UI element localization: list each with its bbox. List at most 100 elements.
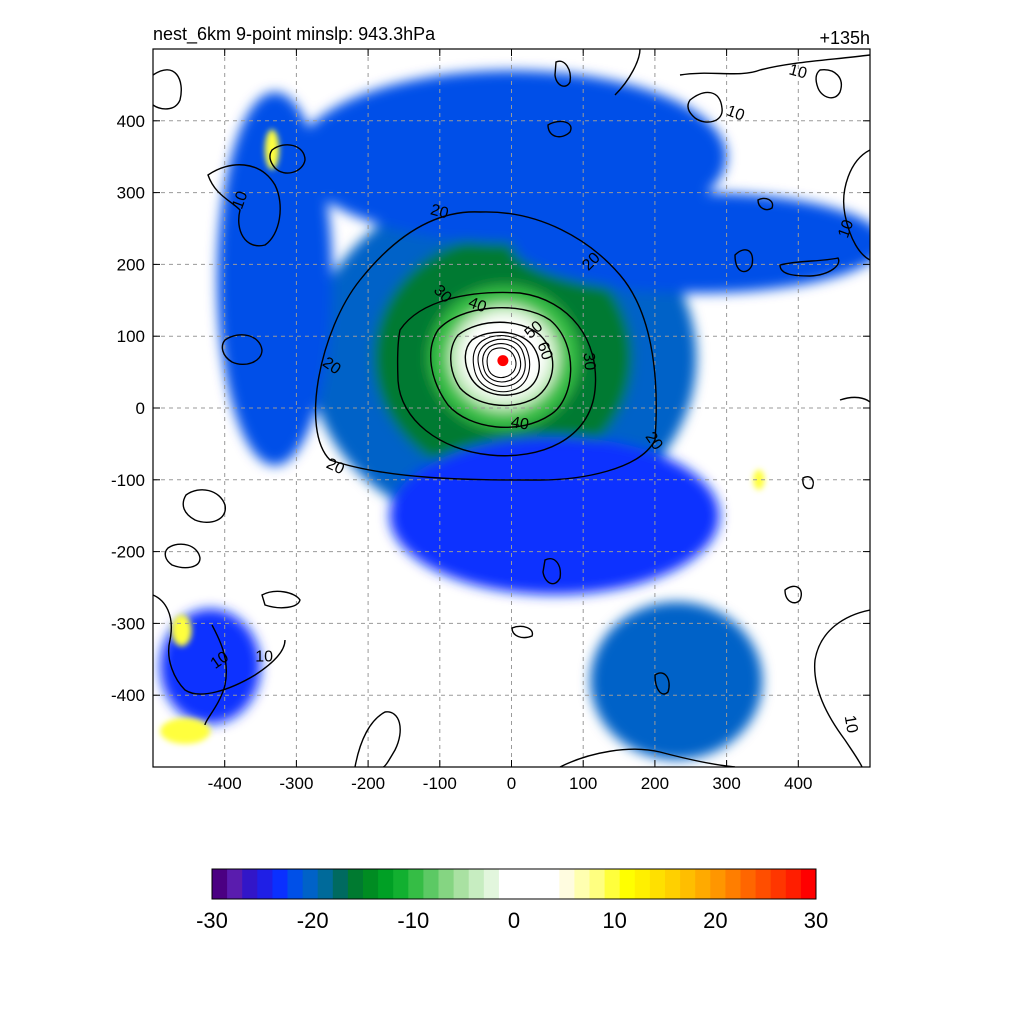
contour-10-w4 xyxy=(261,590,301,609)
colorbar-swatch xyxy=(423,869,439,899)
positive-patch-2 xyxy=(160,718,211,745)
contour-10-nw2 xyxy=(269,144,306,174)
x-tick-label: -400 xyxy=(208,774,242,793)
contour-label-text: 10 xyxy=(229,189,251,212)
colorbar-swatch xyxy=(740,869,757,899)
colorbar-swatch xyxy=(680,869,696,899)
axes: -400 -300 -200 -100 0 100 200 300 40040030020010… xyxy=(111,49,870,793)
contour-label-text: 10 xyxy=(787,61,809,82)
contour-label-14: 40 xyxy=(466,294,489,316)
contour-label-3: 10 xyxy=(835,218,857,241)
shading-patch-8 xyxy=(590,601,763,760)
contour-10-e2 xyxy=(734,249,754,273)
eyewall-ring-2 xyxy=(482,343,522,383)
contour-10-ne xyxy=(679,54,870,76)
contour-30 xyxy=(396,291,597,457)
colorbar-swatch xyxy=(332,869,349,899)
contour-label-text: 20 xyxy=(429,201,451,222)
contour-label-text: 10 xyxy=(724,103,747,125)
y-tick-label: 200 xyxy=(117,255,145,274)
y-tick-label: 100 xyxy=(117,327,145,346)
y-tick-label: -400 xyxy=(111,686,145,705)
contour-label-text: 20 xyxy=(324,455,347,478)
eyewall-contours xyxy=(472,335,531,393)
colorbar-swatch xyxy=(498,869,515,899)
colorbar-tick-label: 20 xyxy=(703,908,727,933)
contour-label-text: 10 xyxy=(255,649,273,666)
contour-10-s2 xyxy=(511,625,534,639)
contour-60 xyxy=(464,331,540,396)
colorbar-swatch xyxy=(257,869,273,899)
contour-10-e3 xyxy=(779,257,840,277)
shading-patch-7 xyxy=(217,92,333,466)
contour-lines xyxy=(153,49,870,767)
contour-label-text: 10 xyxy=(835,218,857,241)
contour-10-top2 xyxy=(554,60,572,87)
colorbar-swatch xyxy=(800,869,817,899)
contour-10-e4 xyxy=(757,197,774,211)
contour-label-11: 20 xyxy=(324,455,347,478)
colorbar-tick-labels: -30 -20 -10 0 10 20 30 xyxy=(196,908,828,933)
y-tick-label: 400 xyxy=(117,112,145,131)
contour-label-5: 10 xyxy=(255,649,273,666)
contour-10-top3 xyxy=(547,120,572,138)
colorbar-tick-label: 0 xyxy=(508,908,520,933)
x-tick-label: 0 xyxy=(507,774,516,793)
colorbar-swatch xyxy=(634,869,651,899)
contour-40 xyxy=(430,306,572,428)
colorbar-swatch xyxy=(589,869,606,899)
colorbar-swatch xyxy=(287,869,304,899)
y-tick-label: 0 xyxy=(136,399,145,418)
eyewall-ring-3 xyxy=(486,347,517,379)
colorbar-swatch xyxy=(227,869,243,899)
contour-10-e5 xyxy=(839,396,870,403)
contour-label-13: 30 xyxy=(580,352,598,371)
y-tick-label: -100 xyxy=(111,471,145,490)
colorbar-swatch xyxy=(408,869,424,899)
x-tick-label: 300 xyxy=(712,774,740,793)
colorbar-swatch xyxy=(725,869,741,899)
colorbar-swatch xyxy=(347,869,364,899)
contour-label-1: 10 xyxy=(787,61,809,82)
contour-10-se3 xyxy=(654,672,670,695)
colorbar-swatch xyxy=(363,869,379,899)
contour-label-6: 10 xyxy=(841,714,861,735)
colorbar-swatch xyxy=(378,869,394,899)
contour-10-s3 xyxy=(559,748,736,767)
colorbar-swatch xyxy=(785,869,802,899)
contour-10-ne2 xyxy=(614,49,641,96)
colorbar-swatch xyxy=(393,869,409,899)
x-tick-label: 100 xyxy=(569,774,597,793)
contour-10-se4 xyxy=(802,476,814,490)
colorbar-swatch xyxy=(755,869,772,899)
y-tick-label: -200 xyxy=(111,543,145,562)
colorbar-tick-label: 10 xyxy=(602,908,626,933)
colorbar-swatch xyxy=(544,869,560,899)
colorbar-swatch xyxy=(770,869,787,899)
contour-label-15: 40 xyxy=(510,414,531,434)
colorbar-swatch xyxy=(242,869,258,899)
colorbar-swatch xyxy=(559,869,575,899)
colorbar-swatch xyxy=(438,869,455,899)
contour-label-text: 10 xyxy=(841,714,861,735)
colorbar-tick-label: -20 xyxy=(297,908,329,933)
colorbar-swatch xyxy=(483,869,500,899)
x-tick-label: -100 xyxy=(423,774,457,793)
colorbar-swatch xyxy=(272,869,288,899)
contour-20-outer xyxy=(314,211,657,481)
colorbar-swatch xyxy=(453,869,470,899)
positive-patch-3 xyxy=(753,469,765,490)
shading-patch-6 xyxy=(511,192,870,294)
contour-label-text: 30 xyxy=(580,352,598,371)
colorbar-tick-label: -30 xyxy=(196,908,228,933)
colorbar-tick-label: -10 xyxy=(397,908,429,933)
contour-10-top xyxy=(153,69,182,110)
contour-10-nw xyxy=(207,164,281,247)
x-tick-label: 400 xyxy=(784,774,812,793)
contour-10-se2 xyxy=(814,609,870,767)
colorbar-swatch xyxy=(529,869,545,899)
colorbar-swatch xyxy=(302,869,319,899)
contour-label-text: 60 xyxy=(533,340,555,363)
contour-label-17: 60 xyxy=(533,340,555,363)
contour-10-e xyxy=(843,149,870,261)
